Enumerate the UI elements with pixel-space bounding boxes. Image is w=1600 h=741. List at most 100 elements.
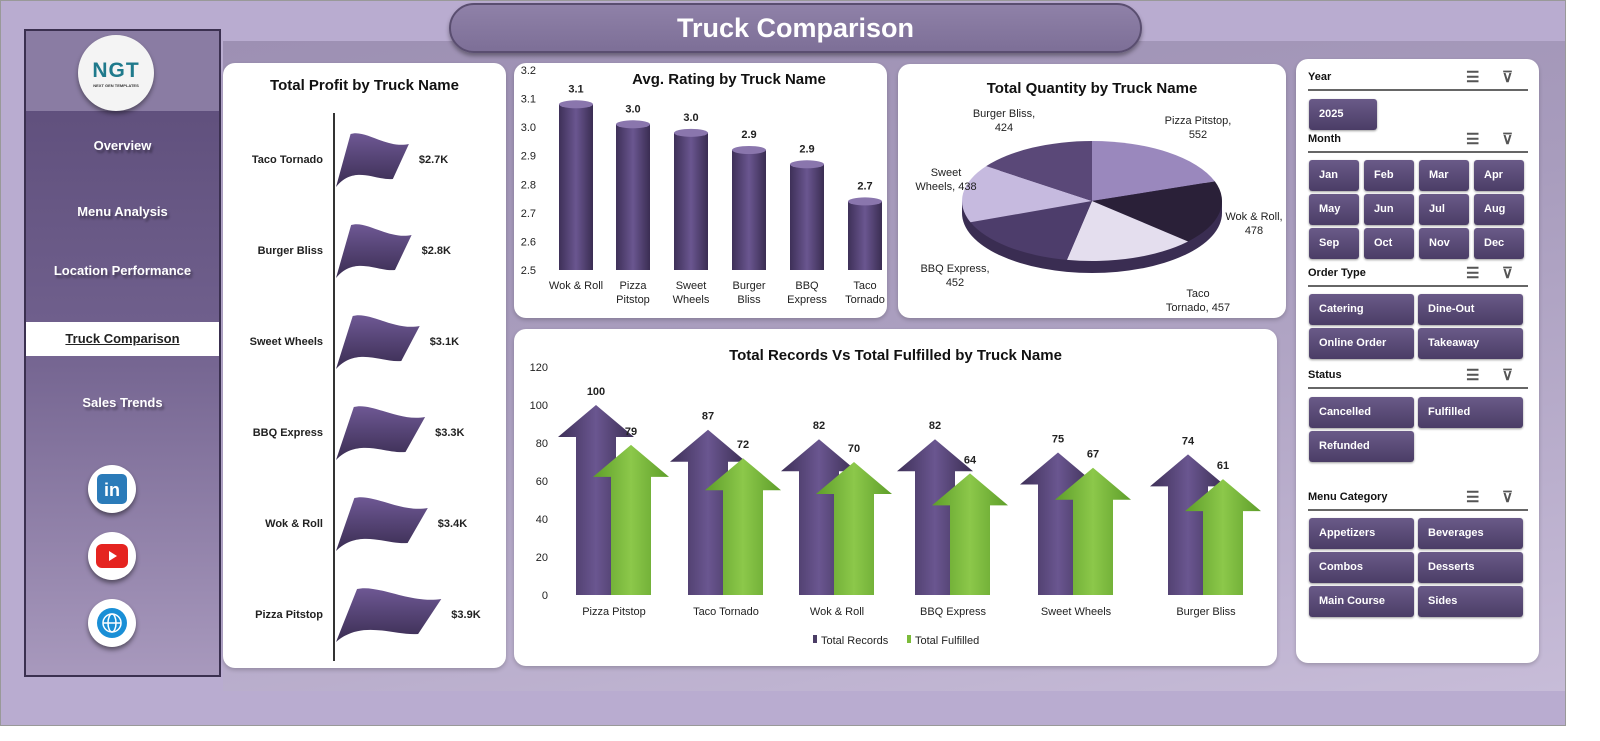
label-line: Sweet (931, 167, 962, 179)
slicer-item[interactable]: Nov (1419, 228, 1469, 259)
pie-slice (986, 141, 1092, 201)
y-tick-label: 2.8 (521, 179, 536, 191)
slicer-item[interactable]: Sides (1418, 586, 1523, 617)
quantity-chart-panel: Total Quantity by Truck Name Pizza Pitst… (898, 64, 1286, 318)
slicer-item[interactable]: Takeaway (1418, 328, 1523, 359)
rating-bar (732, 150, 766, 270)
data-label: $3.9K (451, 609, 480, 621)
slicer-item[interactable]: Aug (1474, 194, 1524, 225)
x-tick-label: Pizza Pitstop (582, 606, 646, 618)
x-tick-line: Bliss (737, 294, 761, 306)
globe-button[interactable] (88, 599, 136, 647)
x-tick-label: Wok & Roll (810, 606, 864, 618)
data-label: Pizza Pitstop, 552 (1165, 115, 1232, 141)
y-tick-label: 3.1 (521, 94, 536, 106)
linkedin-icon: in (97, 474, 127, 504)
y-tick-label: 0 (542, 590, 548, 602)
records-chart: 0 20 40 60 80 100 120 100 79 Pizza Pitstop 87 72 Tac… (530, 362, 1261, 647)
slicer-item[interactable]: Cancelled (1309, 397, 1414, 428)
data-label: 2.9 (799, 143, 814, 155)
slicer-item[interactable]: Apr (1474, 160, 1524, 191)
label-line: BBQ Express, (920, 263, 989, 275)
data-label: 82 (929, 420, 941, 432)
nav-sales-trends[interactable]: Sales Trends (82, 395, 163, 410)
nav-overview[interactable]: Overview (93, 138, 152, 153)
slicer-item[interactable]: 2025 (1309, 99, 1377, 130)
youtube-icon (96, 544, 128, 568)
slicer-item[interactable]: Catering (1309, 294, 1414, 325)
pie-slice (1092, 181, 1222, 242)
x-tick-label: Pizza Pitstop (616, 280, 650, 306)
x-tick-label: Taco Tornado (845, 280, 885, 306)
slicer-item[interactable]: Appetizers (1309, 518, 1414, 549)
nav-location-performance[interactable]: Location Performance (53, 263, 192, 278)
multi-select-icon[interactable]: ☰ (1466, 265, 1480, 282)
slicer-item[interactable]: Refunded (1309, 431, 1414, 462)
clear-filter-icon[interactable]: ⊽ (1502, 265, 1513, 282)
slicer-item[interactable]: Desserts (1418, 552, 1523, 583)
y-tick-label: 2.6 (521, 236, 536, 248)
clear-filter-icon[interactable]: ⊽ (1502, 131, 1513, 148)
clear-filter-icon[interactable]: ⊽ (1502, 69, 1513, 86)
slicer-item[interactable]: Sep (1309, 228, 1359, 259)
data-label: 72 (737, 439, 749, 451)
data-label: 3.0 (625, 103, 640, 115)
slicer-item[interactable]: Fulfilled (1418, 397, 1523, 428)
slicer-item[interactable]: Jan (1309, 160, 1359, 191)
label-line: Tornado, 457 (1166, 302, 1230, 314)
slicer-header-year: Year ☰ ⊽ (1308, 69, 1528, 91)
youtube-button[interactable] (88, 532, 136, 580)
rating-bar-top (559, 100, 593, 109)
fulfilled-arrow (932, 473, 1008, 595)
clear-filter-icon[interactable]: ⊽ (1502, 489, 1513, 506)
slicer-item[interactable]: Main Course (1309, 586, 1414, 617)
nav-truck-comparison[interactable]: Truck Comparison (26, 322, 219, 356)
data-label: $3.3K (435, 427, 464, 439)
data-label: 61 (1217, 460, 1229, 472)
quantity-pie-chart: Pizza Pitstop, 552 Wok & Roll, 478 Taco Torna… (915, 108, 1282, 314)
rating-bar (616, 124, 650, 271)
slicer-item[interactable]: May (1309, 194, 1359, 225)
slicer-header-order-type: Order Type ☰ ⊽ (1308, 265, 1528, 287)
legend-label: Total Fulfilled (915, 635, 979, 647)
slicer-item[interactable]: Jun (1364, 194, 1414, 225)
y-tick-label: 2.9 (521, 151, 536, 163)
label-line: 478 (1245, 225, 1263, 237)
linkedin-button[interactable]: in (88, 465, 136, 513)
multi-select-icon[interactable]: ☰ (1466, 69, 1480, 86)
label-line: 424 (995, 122, 1013, 134)
data-label: 87 (702, 411, 714, 423)
slicer-item[interactable]: Feb (1364, 160, 1414, 191)
fulfilled-arrow (1055, 467, 1131, 595)
fulfilled-arrow (593, 444, 669, 595)
slicer-item[interactable]: Online Order (1309, 328, 1414, 359)
clear-filter-icon[interactable]: ⊽ (1502, 367, 1513, 384)
slicer-item[interactable]: Mar (1419, 160, 1469, 191)
x-tick-label: BBQ Express (920, 606, 987, 618)
globe-icon (97, 608, 127, 638)
data-label: Burger Bliss, 424 (973, 108, 1035, 134)
slicer-header-status: Status ☰ ⊽ (1308, 367, 1528, 389)
multi-select-icon[interactable]: ☰ (1466, 131, 1480, 148)
label-line: Wok & Roll, (1225, 211, 1282, 223)
slicer-item[interactable]: Beverages (1418, 518, 1523, 549)
y-tick-label: 2.5 (521, 265, 536, 277)
multi-select-icon[interactable]: ☰ (1466, 367, 1480, 384)
profit-flag (336, 224, 412, 278)
slicer-item[interactable]: Jul (1419, 194, 1469, 225)
slicer-item[interactable]: Dec (1474, 228, 1524, 259)
slicer-item[interactable]: Oct (1364, 228, 1414, 259)
data-label: $3.4K (438, 518, 467, 530)
multi-select-icon[interactable]: ☰ (1466, 489, 1480, 506)
legend-label: Total Records (821, 635, 889, 647)
sidebar: NGT NEXT GEN TEMPLATES Overview Menu Anal… (24, 29, 221, 677)
dashboard: Truck Comparison NGT NEXT GEN TEMPLATES O… (0, 0, 1566, 726)
y-tick-label: 60 (536, 476, 548, 488)
slicer-item[interactable]: Dine-Out (1418, 294, 1523, 325)
slicer-item[interactable]: Combos (1309, 552, 1414, 583)
slicer-panel: Year ☰ ⊽ 2025 Month ☰ ⊽ Jan Feb Mar Apr May Jun Jul Au… (1296, 59, 1539, 663)
x-tick-label: Wok & Roll (549, 280, 603, 292)
x-tick-line: Burger (732, 280, 765, 292)
profit-flag (336, 133, 409, 187)
nav-menu-analysis[interactable]: Menu Analysis (77, 204, 168, 219)
